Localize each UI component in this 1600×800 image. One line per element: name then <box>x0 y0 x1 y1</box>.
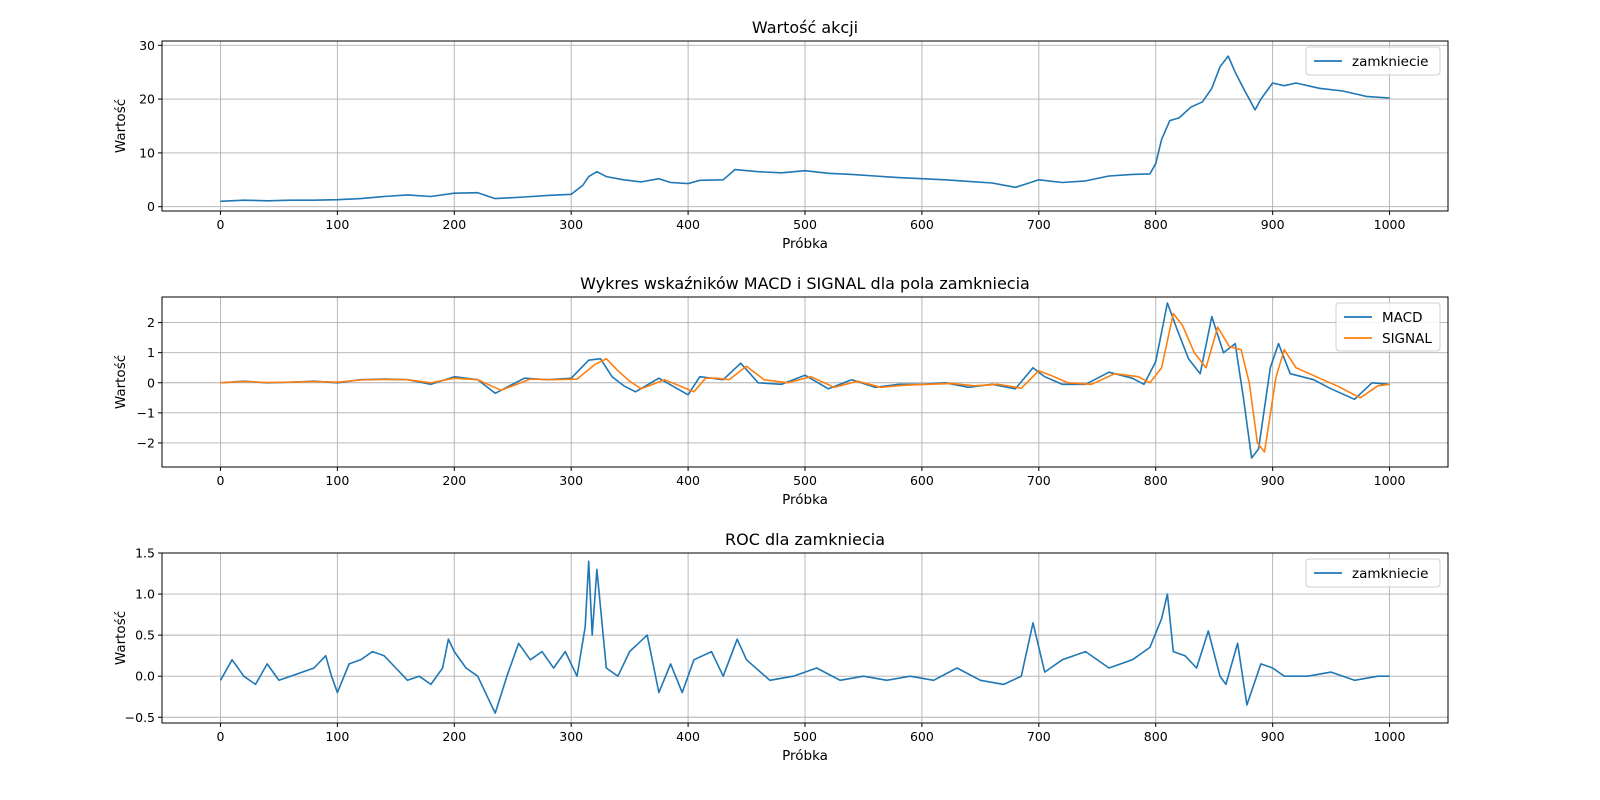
chart0-series-0-line <box>220 55 1390 203</box>
chart2-ytick-label-1: 0.0 <box>135 669 155 684</box>
chart0-xtick-label-9: 900 <box>1261 217 1285 232</box>
chart0-title: Wartość akcji <box>752 18 858 37</box>
chart1-legend-box <box>1335 302 1441 352</box>
chart2-ytick-label-2: 0.5 <box>135 628 155 643</box>
chart1-xlabel: Próbka <box>782 492 828 508</box>
chart0-xtick-label-4: 400 <box>676 217 700 232</box>
chart1-ytick-label-2: 0 <box>147 375 155 390</box>
chart0-xtick-label-2: 200 <box>442 217 466 232</box>
panel-roc: 0 100 200 300 400 500 600 700 800 900 1000 −0.5 0.0 0… <box>113 530 1449 764</box>
chart0-ytick-label-1: 10 <box>139 145 155 160</box>
chart2-xtick-label-1: 100 <box>325 729 349 744</box>
chart2-title: ROC dla zamkniecia <box>725 530 885 549</box>
chart2-xtick-label-6: 600 <box>910 729 934 744</box>
chart1-xtick-label-7: 700 <box>1027 473 1051 488</box>
chart2-xtick-label-8: 800 <box>1144 729 1168 744</box>
chart2-xtick-label-0: 0 <box>216 729 224 744</box>
chart1-legend-label-1: SIGNAL <box>1382 331 1432 347</box>
chart2-xtick-label-3: 300 <box>559 729 583 744</box>
chart0-xlabel: Próbka <box>782 236 828 252</box>
chart1-title: Wykres wskaźników MACD i SIGNAL dla pola… <box>580 274 1030 293</box>
chart1-ytick-label-0: −2 <box>137 435 155 450</box>
panel-stock-value: 0 100 200 300 400 500 600 700 800 900 1000 0 10 20 30 W… <box>113 18 1449 252</box>
chart1-ytick-label-3: 1 <box>147 345 155 360</box>
chart2-xtick-label-5: 500 <box>793 729 817 744</box>
chart2-xtick-label-10: 1000 <box>1374 729 1406 744</box>
chart2-ytick-label-4: 1.5 <box>135 546 155 561</box>
chart1-xtick-label-6: 600 <box>910 473 934 488</box>
chart1-ytick-label-1: −1 <box>137 405 155 420</box>
chart0-xtick-label-3: 300 <box>559 217 583 232</box>
chart2-legend-box <box>1305 558 1441 588</box>
chart0-xtick-label-7: 700 <box>1027 217 1051 232</box>
chart2-xtick-label-4: 400 <box>676 729 700 744</box>
chart2-ytick-label-3: 1.0 <box>135 587 155 602</box>
chart1-xtick-label-5: 500 <box>793 473 817 488</box>
chart2-xtick-label-2: 200 <box>442 729 466 744</box>
chart1-legend-label-0: MACD <box>1382 310 1422 326</box>
chart0-xtick-label-6: 600 <box>910 217 934 232</box>
chart0-legend-label-0: zamkniecie <box>1352 54 1428 70</box>
chart2-xtick-label-9: 900 <box>1261 729 1285 744</box>
chart2-ylabel: Wartość <box>113 611 129 665</box>
chart0-ytick-label-3: 30 <box>139 38 155 53</box>
chart0-ytick-label-2: 20 <box>139 92 155 107</box>
chart1-xtick-label-3: 300 <box>559 473 583 488</box>
chart2-xtick-label-7: 700 <box>1027 729 1051 744</box>
chart1-xtick-label-9: 900 <box>1261 473 1285 488</box>
chart1-ytick-label-4: 2 <box>147 315 155 330</box>
chart0-ytick-label-0: 0 <box>147 199 155 214</box>
chart0-ylabel: Wartość <box>113 99 129 153</box>
chart0-xtick-label-5: 500 <box>793 217 817 232</box>
chart1-series-1-line <box>220 312 1390 453</box>
chart2-xlabel: Próbka <box>782 748 828 764</box>
chart0-xtick-label-8: 800 <box>1144 217 1168 232</box>
chart1-xtick-label-10: 1000 <box>1374 473 1406 488</box>
chart0-xtick-label-0: 0 <box>216 217 224 232</box>
chart1-xtick-label-2: 200 <box>442 473 466 488</box>
chart1-xtick-label-8: 800 <box>1144 473 1168 488</box>
chart1-xtick-label-0: 0 <box>216 473 224 488</box>
panel-macd-signal: 0 100 200 300 400 500 600 700 800 900 1000 −2 −1 0 1 2 W… <box>113 274 1449 508</box>
chart1-xtick-label-4: 400 <box>676 473 700 488</box>
chart2-ytick-label-0: −0.5 <box>125 710 155 725</box>
chart0-xtick-label-10: 1000 <box>1374 217 1406 232</box>
chart2-series-0-line <box>219 560 1390 714</box>
chart1-xtick-label-1: 100 <box>325 473 349 488</box>
chart2-legend-label-0: zamkniecie <box>1352 566 1428 582</box>
chart0-legend-box <box>1305 46 1441 76</box>
chart0-xtick-label-1: 100 <box>325 217 349 232</box>
chart1-ylabel: Wartość <box>113 355 129 409</box>
